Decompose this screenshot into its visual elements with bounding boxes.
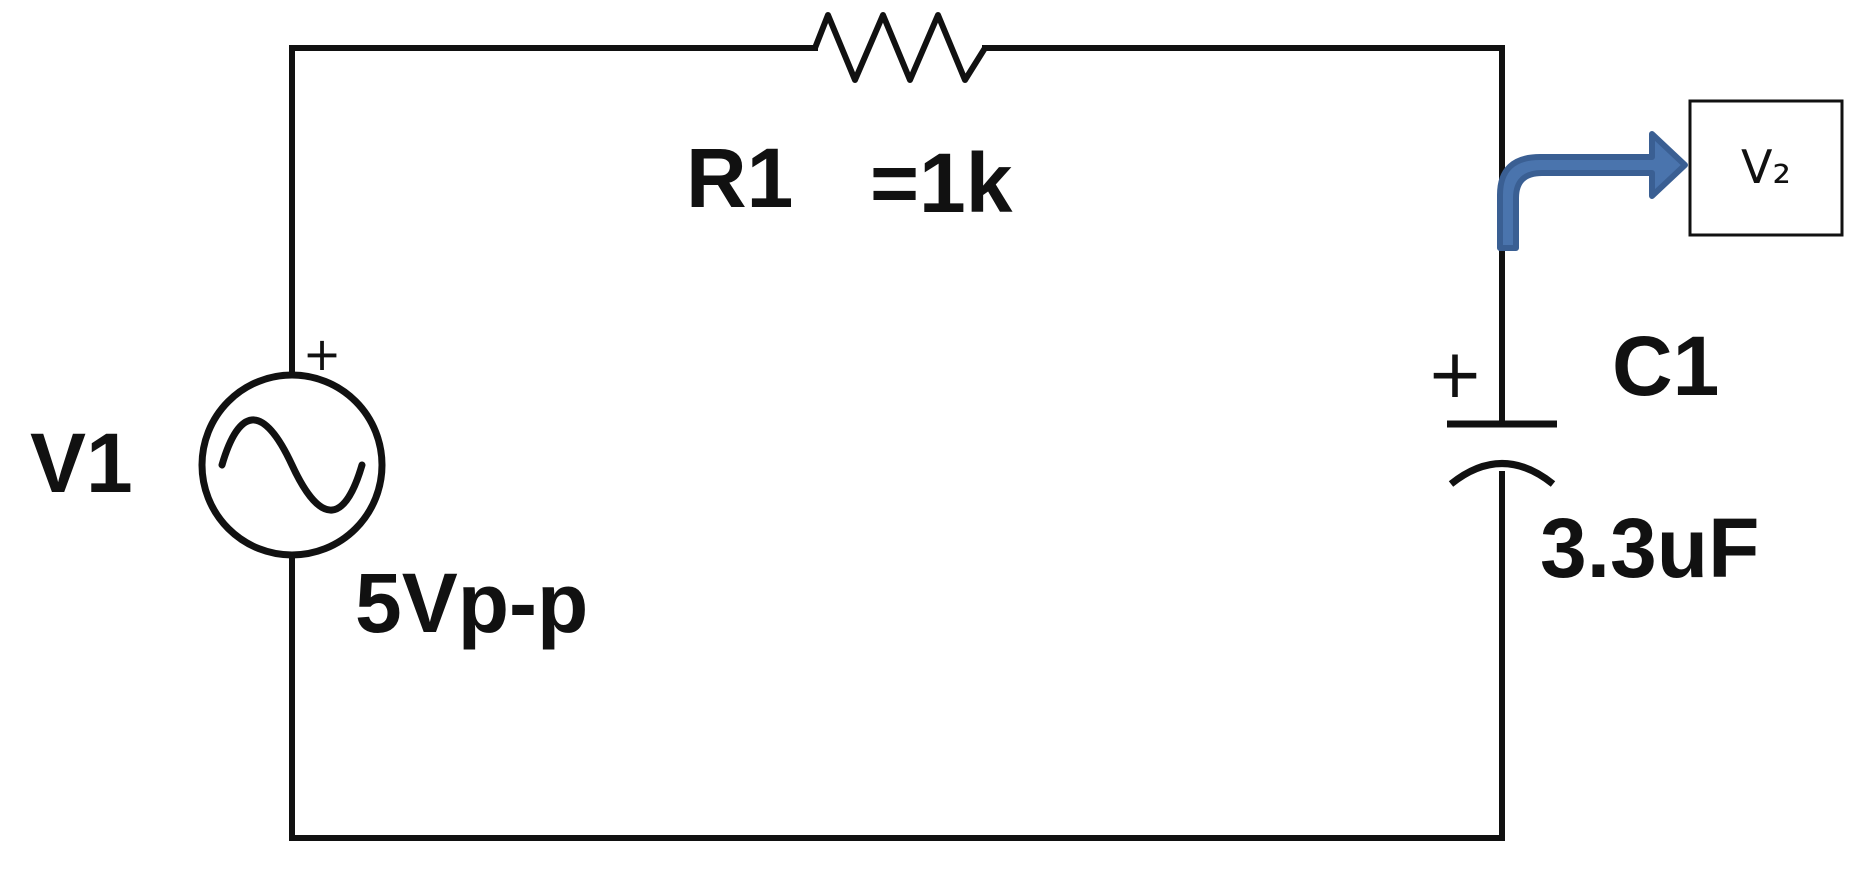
resistor-r1-symbol: [812, 12, 988, 83]
sine-wave-icon: [218, 416, 366, 514]
wire-top-right: [982, 45, 1505, 425]
output-box: [1688, 99, 1844, 237]
source-value-label: 5Vp-p: [355, 556, 588, 650]
resistor-value-label: =1k: [870, 136, 1013, 230]
output-arrow-outline: [1497, 131, 1688, 251]
wire-left-top: [289, 45, 818, 378]
capacitor-plate-curved: [1448, 460, 1556, 487]
wire-bottom: [289, 471, 1505, 841]
output-arrow-icon: [1497, 131, 1688, 251]
capacitor-c1-symbol: [1447, 420, 1557, 487]
capacitor-polarity-plus: +: [1427, 335, 1484, 414]
output-label: V₂: [1741, 140, 1791, 194]
source-name-label: V1: [30, 416, 133, 510]
capacitor-value-label: 3.3uF: [1540, 501, 1759, 595]
wires: [289, 45, 1505, 841]
resistor-name-label: R1: [686, 131, 793, 225]
capacitor-name-label: C1: [1612, 319, 1719, 413]
ac-source-v1-symbol: [198, 371, 386, 559]
source-polarity-plus: +: [303, 327, 342, 381]
